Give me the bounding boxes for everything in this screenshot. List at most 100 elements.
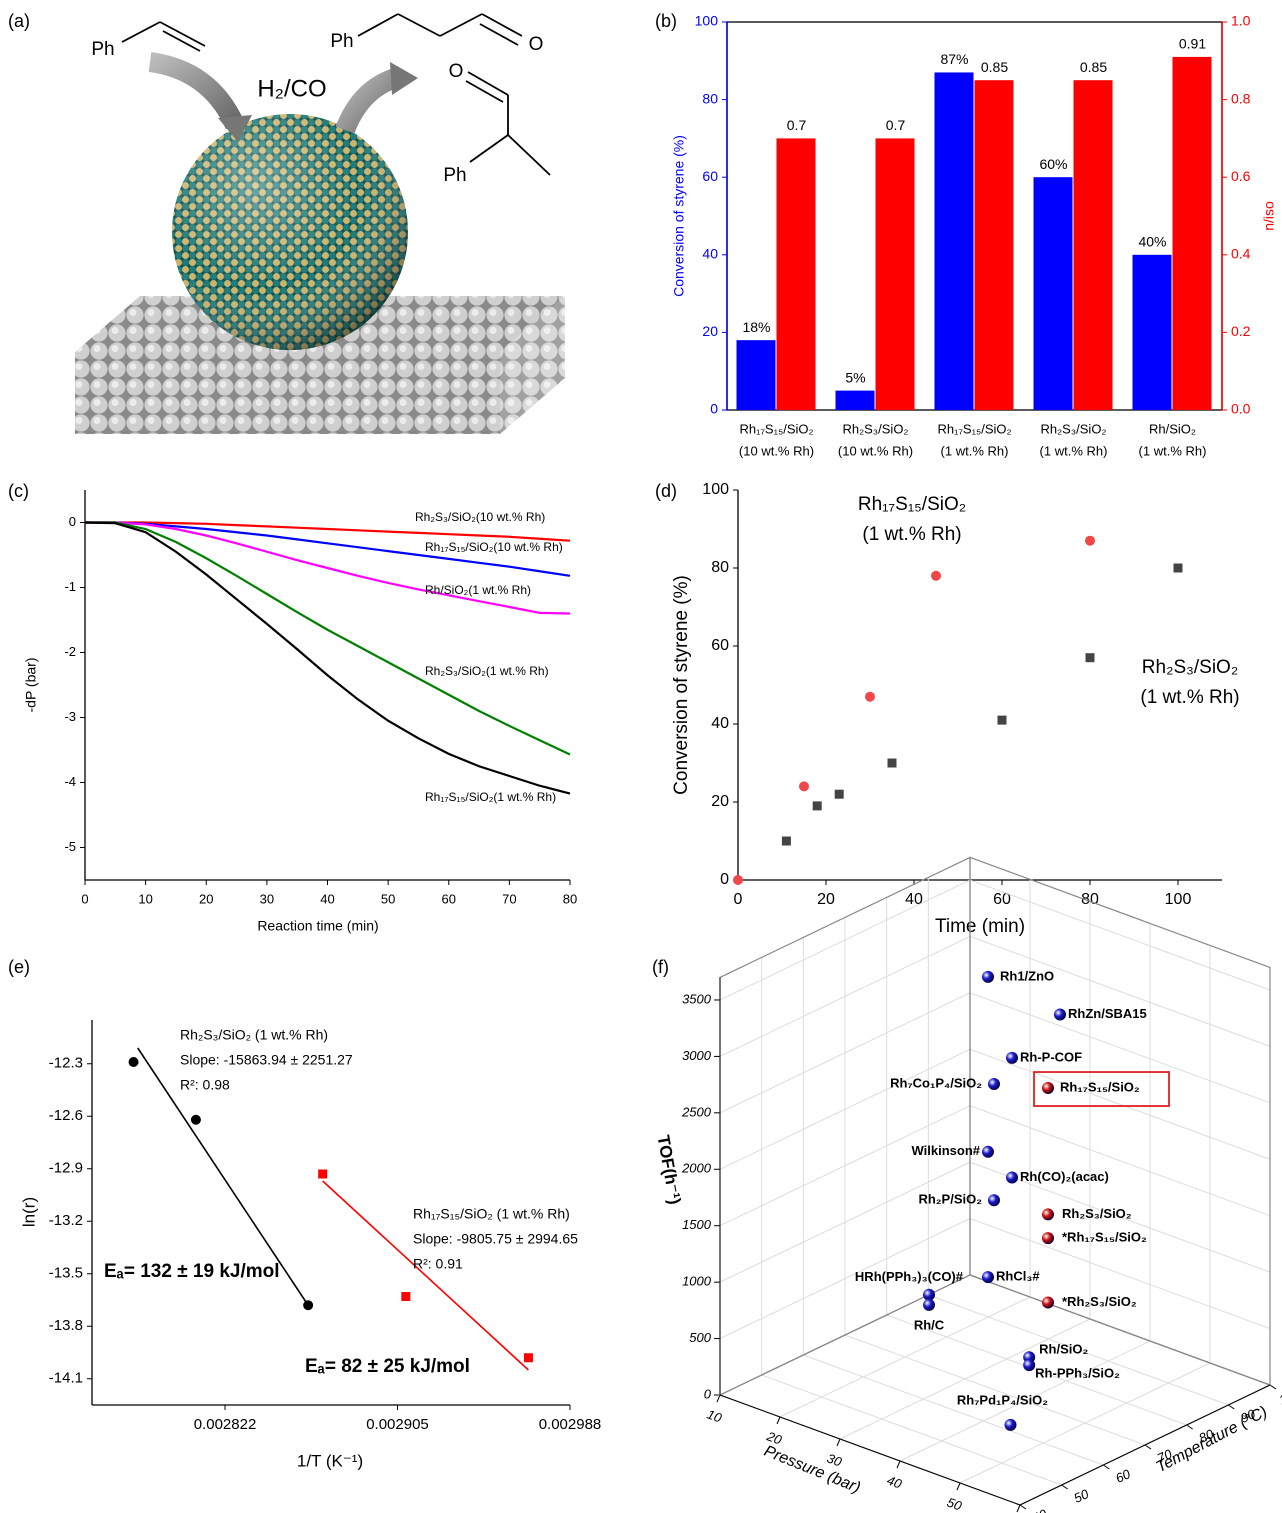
scheme: (a) Ph Ph O O Ph H₂/CO [8,11,565,434]
y-axis-label: Conversion of styrene (%) [671,575,692,795]
grid-line [969,1048,1271,1160]
grid-line [969,1105,1271,1217]
point [1042,1232,1054,1245]
chem-label: Ph [330,31,353,52]
support-side [500,296,565,434]
value-label: 87% [940,51,968,67]
point-label: Wilkinson# [911,1143,980,1158]
y-tick-label: 80 [702,90,718,106]
y-tick-label: 100 [695,13,719,29]
y-axis-label: ln(r) [19,1197,38,1227]
panel-label: (b) [655,11,677,31]
fit-slope: Slope: -9805.75 ± 2994.65 [413,1231,578,1247]
z-tick-label: 60 [1113,1466,1133,1486]
x-tick-label: 80 [1081,891,1099,908]
x-tick [896,1460,901,1469]
series-label: Rh₂S₃/SiO₂(10 wt.% Rh) [415,510,545,524]
grid-line [969,935,1271,1047]
y-tick-label: -5 [64,839,76,854]
y-tick-label: 0 [720,871,729,888]
y-tick-label: 3500 [682,991,712,1006]
point-label: Rh-PPh₃/SiO₂ [1035,1366,1120,1381]
x-tick-label: 70 [502,891,516,906]
series-label: (1 wt.% Rh) [1140,687,1239,708]
z-tick-label: 80 [1196,1426,1216,1446]
line [84,521,571,795]
point [1042,1082,1054,1095]
point [1085,535,1095,546]
point-label: RhZn/SBA15 [1068,1006,1147,1021]
y-tick-label: -12.6 [49,1107,83,1124]
point [1006,1051,1018,1064]
x-tick-label: 30 [825,1450,844,1469]
grid-line [969,992,1271,1104]
x-tick-label: 20 [817,891,835,908]
x-tick-label: 20 [199,891,213,906]
x-tick [956,1482,961,1491]
series-label: (1 wt.% Rh) [862,524,961,545]
series-label: Rh/SiO₂(1 wt.% Rh) [425,583,531,597]
point [988,1194,1000,1207]
bar [1172,56,1212,411]
fit-r2: R²: 0.98 [180,1077,230,1093]
grid-line [844,1334,1146,1446]
point-label: HRh(PPh₃)₃(CO)# [855,1269,964,1284]
point [1023,1359,1036,1372]
point [988,1078,1000,1091]
y-tick-label: 60 [711,637,729,654]
series-label: Rh₁₇S₁₅/SiO₂ (1 wt.% Rh) [413,1206,570,1222]
point-label: Rh₂P/SiO₂ [918,1192,982,1207]
y2-tick-label: 0.2 [1231,323,1251,339]
y-tick-label: -4 [64,774,76,789]
point-label: *Rh₁₇S₁₅/SiO₂ [1062,1230,1147,1245]
point-label: Rh/SiO₂ [1039,1342,1088,1357]
series-label: Rh₂S₃/SiO₂ [1142,657,1238,678]
value-label: 0.7 [886,117,906,133]
z-tick [1186,1424,1193,1430]
gas-label: H₂/CO [257,75,326,102]
point [190,1114,201,1125]
bar [875,138,915,410]
line [85,521,571,542]
panel-label: (a) [8,11,30,31]
series-label: Rh₁₇S₁₅/SiO₂(10 wt.% Rh) [425,540,563,554]
chem-label: Ph [91,39,114,60]
x-tick-label: (10 wt.% Rh) [739,443,814,458]
axis-line [719,1394,1021,1506]
point-label: Rh₂S₃/SiO₂ [1062,1206,1132,1221]
chem-label: O [449,61,464,82]
arrow-out-head [390,62,418,95]
series-label: Rh₁₇S₁₅/SiO₂ [858,494,966,515]
x-axis-label: 1/T (K⁻¹) [297,1451,363,1470]
x-tick-label: 40 [905,891,923,908]
nanoparticle-shade [172,114,408,350]
bar [736,340,776,410]
x-tick-label: Rh₂S₃/SiO₂ [1041,421,1107,436]
panel-label: (c) [8,481,29,501]
z-tick [1061,1484,1068,1490]
arrow-in [148,52,245,130]
point [931,570,941,581]
x-tick-label: Rh/SiO₂ [1149,421,1196,436]
value-label: 0.85 [1080,59,1107,75]
y-tick-label: 0 [710,401,718,417]
point-label: Rh₇Pd₁P₄/SiO₂ [957,1392,1048,1407]
y-tick-label: 60 [702,168,718,184]
panel-label: (d) [655,481,677,501]
y-tick-label: 40 [702,246,718,262]
point [887,758,897,768]
y2-tick-label: 0.0 [1231,401,1251,417]
x-tick-label: 0.002822 [194,1416,257,1433]
line [85,521,571,615]
point-label: RhCl₃# [996,1269,1040,1284]
point [865,691,875,702]
x-axis-label: Reaction time (min) [257,918,378,934]
y-axis-label: TOF(h⁻¹) [654,1134,685,1206]
grid-line [803,1354,1104,1466]
value-label: 40% [1138,234,1166,250]
point-label: Rh/C [914,1317,945,1332]
y-tick-label: 2500 [681,1104,712,1119]
y-tick-label: 0 [704,1386,712,1401]
fit-r2: R²: 0.91 [413,1256,463,1272]
